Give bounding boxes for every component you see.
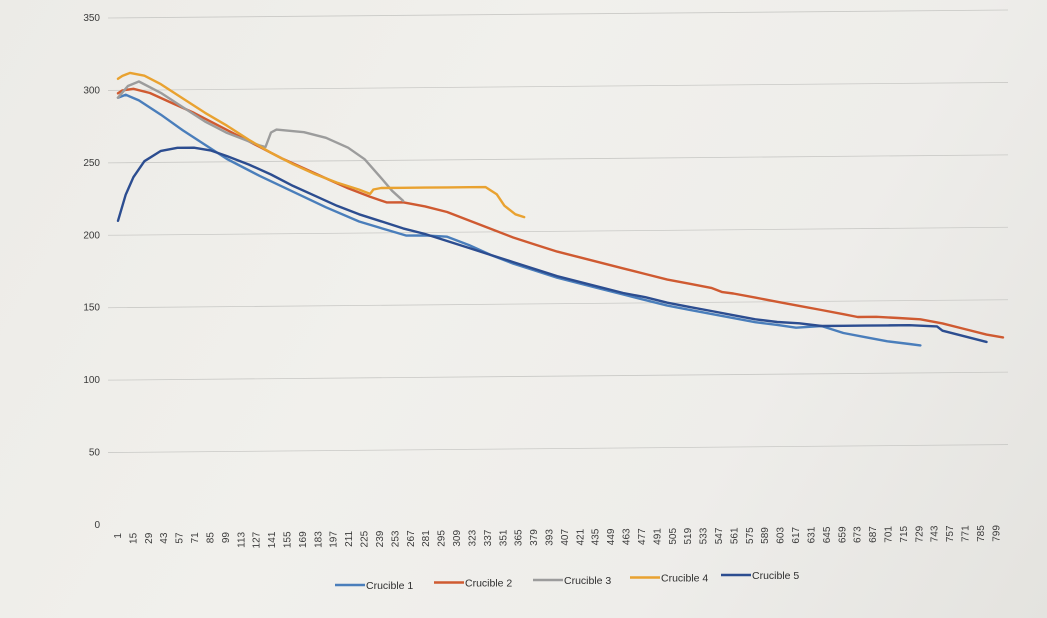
x-tick-label: 561 (729, 527, 740, 544)
x-tick-label: 295 (437, 530, 448, 547)
x-tick-label: 687 (868, 526, 879, 543)
series-line-crucible-2 (116, 87, 1005, 339)
x-tick-label: 113 (236, 531, 247, 547)
legend-label: Crucible 2 (465, 578, 512, 590)
x-tick-label: 365 (514, 529, 525, 546)
x-tick-label: 771 (961, 525, 972, 542)
x-tick-label: 477 (637, 528, 648, 545)
y-tick-label: 50 (89, 448, 101, 459)
x-tick-label: 183 (313, 531, 324, 548)
x-tick-label: 43 (159, 532, 170, 544)
x-tick-label: 407 (560, 529, 571, 546)
x-tick-label: 757 (945, 525, 956, 542)
x-axis: 1 15 29 43 57 71 85 99 113 127 141 155 169 183 197 211 2… (113, 525, 1002, 549)
x-tick-label: 575 (745, 527, 756, 544)
x-tick-label: 323 (467, 529, 478, 546)
x-tick-label: 155 (283, 531, 294, 548)
x-tick-label: 785 (976, 525, 987, 542)
y-tick-label: 0 (94, 520, 100, 531)
x-tick-label: 1 (113, 533, 124, 539)
x-tick-label: 197 (329, 531, 340, 548)
legend-label: Crucible 4 (661, 573, 708, 585)
x-tick-label: 533 (699, 527, 710, 544)
x-tick-label: 435 (591, 528, 602, 545)
x-tick-label: 393 (544, 529, 555, 546)
x-tick-label: 141 (267, 531, 278, 548)
series-line-crucible-1 (116, 93, 922, 347)
x-tick-label: 99 (221, 532, 232, 544)
x-tick-label: 799 (991, 525, 1002, 542)
x-tick-label: 729 (914, 525, 925, 542)
series-lines (116, 71, 1005, 347)
x-tick-label: 547 (714, 527, 725, 544)
series-line-crucible-5 (116, 146, 988, 344)
y-tick-label: 200 (83, 230, 100, 241)
y-axis: 0 50 100 150 200 250 300 350 (83, 13, 100, 531)
gridlines (107, 9, 1009, 453)
x-tick-label: 491 (652, 528, 663, 545)
x-tick-label: 589 (760, 527, 771, 544)
gridline-200 (107, 226, 1009, 236)
series-line-crucible-3 (116, 80, 405, 202)
legend-label: Crucible 5 (752, 570, 799, 582)
x-tick-label: 71 (190, 532, 201, 544)
x-tick-label: 659 (837, 526, 848, 543)
gridline-300 (107, 82, 1009, 91)
y-tick-label: 350 (83, 13, 100, 24)
legend: Crucible 1 Crucible 2 Crucible 3 Crucible 4… (335, 570, 799, 592)
gridline-150 (107, 299, 1009, 309)
x-tick-label: 463 (622, 528, 633, 545)
x-tick-label: 127 (252, 531, 263, 548)
gridline-250 (107, 154, 1009, 164)
x-tick-label: 519 (683, 527, 694, 544)
x-tick-label: 701 (884, 526, 895, 543)
x-tick-label: 267 (406, 530, 417, 547)
x-tick-label: 211 (344, 530, 355, 546)
x-tick-label: 253 (390, 530, 401, 547)
x-tick-label: 85 (205, 532, 216, 544)
legend-label: Crucible 3 (564, 575, 611, 587)
x-tick-label: 15 (128, 532, 139, 544)
x-tick-label: 281 (421, 530, 432, 547)
x-tick-label: 421 (575, 528, 586, 545)
x-tick-label: 309 (452, 529, 463, 546)
x-tick-label: 715 (899, 525, 910, 542)
x-tick-label: 617 (791, 526, 802, 543)
x-tick-label: 603 (776, 527, 787, 544)
x-tick-label: 673 (853, 526, 864, 543)
x-tick-label: 239 (375, 530, 386, 547)
x-tick-label: 351 (498, 529, 509, 546)
y-tick-label: 300 (83, 85, 100, 96)
y-tick-label: 250 (83, 158, 100, 169)
x-tick-label: 631 (806, 526, 817, 543)
y-tick-label: 150 (83, 303, 100, 314)
gridline-50 (107, 444, 1009, 453)
x-tick-label: 57 (175, 532, 186, 544)
x-tick-label: 169 (298, 531, 309, 548)
x-tick-label: 379 (529, 529, 540, 546)
x-tick-label: 337 (483, 529, 494, 546)
x-tick-label: 449 (606, 528, 617, 545)
series-line-crucible-4 (116, 71, 526, 219)
y-tick-label: 100 (83, 375, 100, 386)
gridline-350 (107, 9, 1009, 19)
x-tick-label: 505 (668, 528, 679, 545)
x-tick-label: 743 (930, 525, 941, 542)
x-tick-label: 225 (360, 530, 371, 547)
legend-label: Crucible 1 (366, 580, 413, 592)
gridline-100 (107, 371, 1009, 381)
x-tick-label: 29 (144, 532, 155, 544)
x-tick-label: 645 (822, 526, 833, 543)
